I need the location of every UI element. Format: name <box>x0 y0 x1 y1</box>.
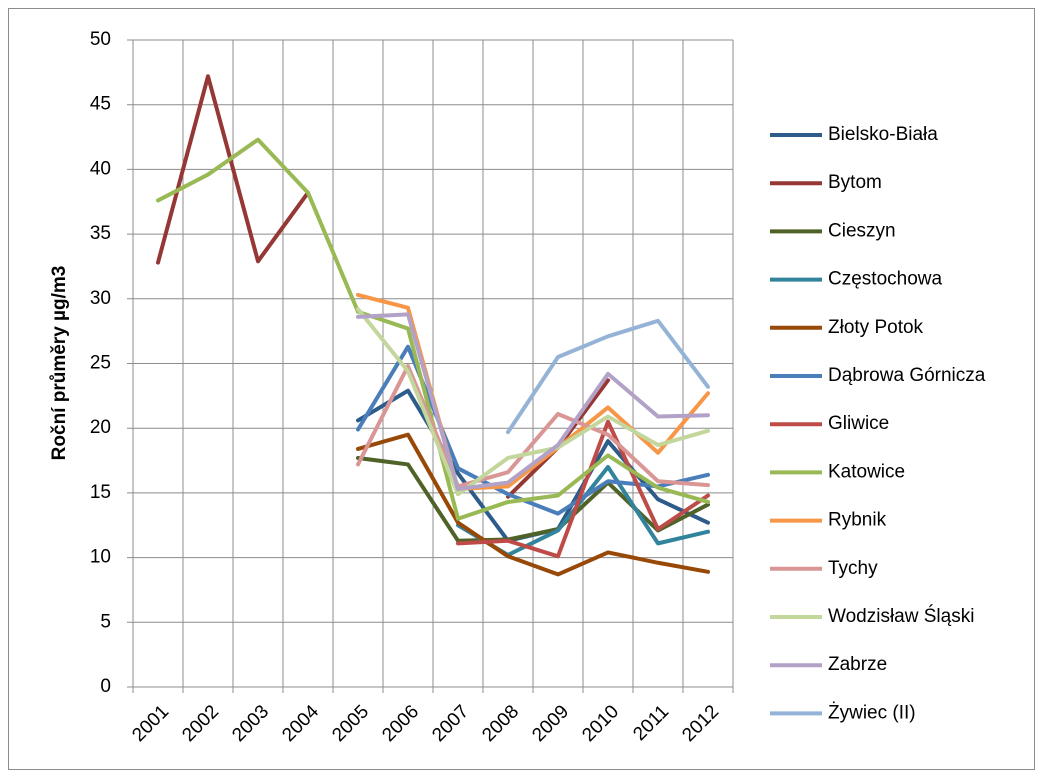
legend-label: Katowice <box>828 461 905 482</box>
legend-label: Rybnik <box>828 510 887 531</box>
legend-label: Bytom <box>828 172 882 193</box>
y-tick-label: 5 <box>100 611 111 632</box>
legend-label: Cieszyn <box>828 220 896 241</box>
y-axis-label: Roční průměry µg/m3 <box>49 266 70 461</box>
chart-border <box>8 8 1035 770</box>
y-tick-label: 50 <box>90 29 111 50</box>
y-tick-label: 35 <box>90 223 111 244</box>
series-line <box>356 307 710 497</box>
y-tick-label: 40 <box>90 158 111 179</box>
y-tick-label: 25 <box>90 353 111 374</box>
legend-label: Częstochowa <box>828 269 942 290</box>
y-tick-label: 10 <box>90 547 111 568</box>
legend-label: Zabrze <box>828 654 887 675</box>
series-line <box>356 455 710 543</box>
legend-label: Tychy <box>828 558 878 579</box>
series-line <box>506 318 710 435</box>
series-line <box>356 432 710 577</box>
series-line <box>356 312 710 492</box>
y-tick-label: 15 <box>90 482 111 503</box>
y-tick-label: 45 <box>90 94 111 115</box>
legend-label: Gliwice <box>828 413 889 434</box>
legend-label: Żywiec (II) <box>828 702 916 723</box>
y-tick-label: 30 <box>90 288 111 309</box>
y-tick-label: 0 <box>100 676 111 697</box>
legend-label: Dąbrowa Górnicza <box>828 365 986 386</box>
y-tick-label: 20 <box>90 417 111 438</box>
series-line <box>356 364 710 489</box>
legend-label: Złoty Potok <box>828 317 924 338</box>
legend-label: Wodzisław Śląski <box>828 605 974 627</box>
legend-label: Bielsko-Biała <box>828 124 938 145</box>
series-line <box>456 419 710 559</box>
